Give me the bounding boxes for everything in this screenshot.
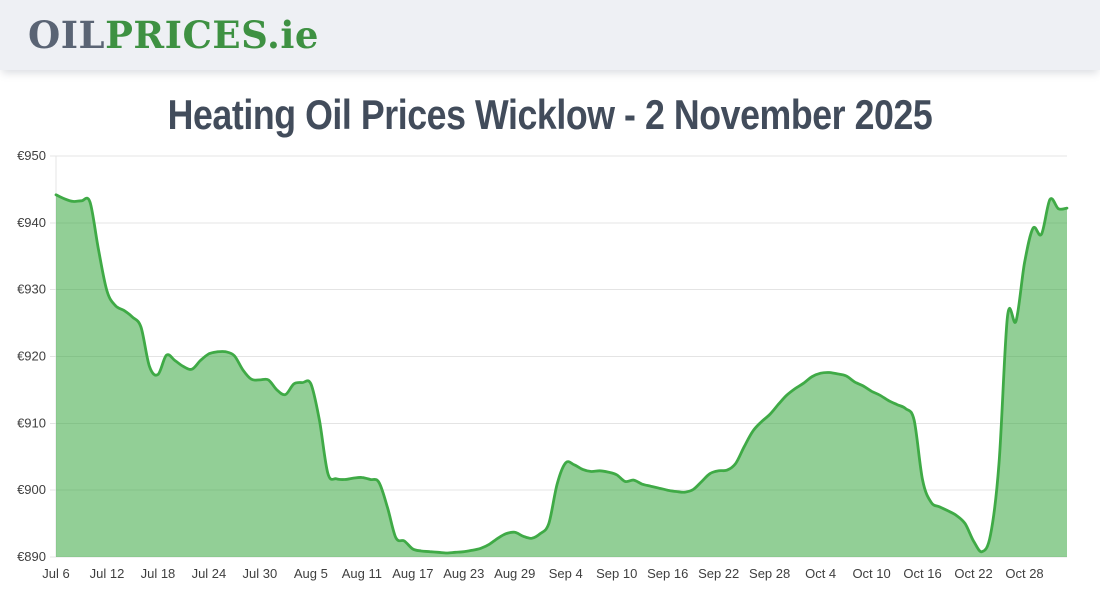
x-axis-label: Aug 11 [342, 566, 382, 581]
x-axis-label: Aug 23 [443, 566, 484, 581]
price-line [54, 193, 1069, 555]
x-axis-label: Aug 17 [392, 566, 433, 581]
y-axis-label: €890 [17, 549, 46, 564]
x-axis-label: Sep 22 [698, 566, 739, 581]
logo-text-prices: PRICES [105, 12, 267, 57]
x-axis-label: Aug 29 [494, 566, 535, 581]
x-axis-label: Sep 10 [596, 566, 637, 581]
y-axis-label: €950 [17, 148, 46, 163]
area-fill [56, 194, 1067, 558]
logo-text-tld: .ie [267, 12, 319, 57]
site-logo[interactable]: OILPRICES.ie [28, 16, 319, 54]
y-axis-label: €900 [17, 482, 46, 497]
x-axis-label: Aug 5 [294, 566, 328, 581]
site-header: OILPRICES.ie [0, 0, 1100, 70]
x-axis-label: Oct 28 [1005, 566, 1043, 581]
x-axis-label: Oct 22 [954, 566, 992, 581]
y-axis-label: €940 [17, 215, 46, 230]
x-axis-label: Sep 16 [647, 566, 688, 581]
x-axis-label: Jul 6 [42, 566, 69, 581]
x-axis-label: Jul 12 [90, 566, 125, 581]
logo-text-oil: OIL [28, 12, 106, 57]
x-axis-label: Oct 10 [852, 566, 890, 581]
x-axis-label: Jul 18 [141, 566, 176, 581]
x-axis-label: Oct 4 [805, 566, 836, 581]
x-axis-label: Sep 4 [549, 566, 583, 581]
y-axis-label: €910 [17, 415, 46, 430]
page-title: Heating Oil Prices Wicklow - 2 November … [167, 91, 933, 138]
y-axis-label: €930 [17, 282, 46, 297]
y-axis-label: €920 [17, 349, 46, 364]
x-axis-label: Jul 30 [243, 566, 278, 581]
x-axis-label: Oct 16 [903, 566, 941, 581]
price-chart[interactable]: €890 €900 €910 €920 €930 €940 €950 Jul 6 Jul 12 J… [0, 144, 1100, 599]
x-axis-label: Jul 24 [192, 566, 227, 581]
x-axis-label: Sep 28 [749, 566, 790, 581]
